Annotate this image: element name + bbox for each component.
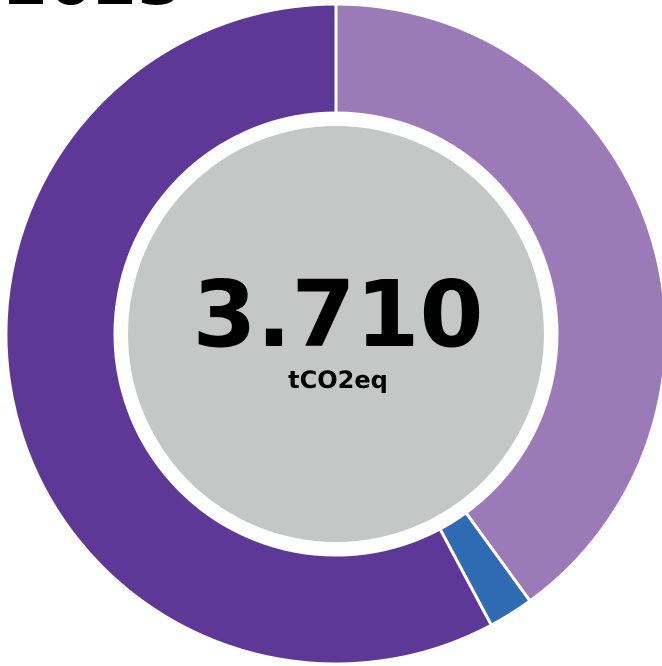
chart-title: 2023 bbox=[4, 0, 182, 20]
center-value: 3.710 bbox=[192, 261, 483, 368]
center-unit: tCO2eq bbox=[288, 366, 388, 394]
donut bbox=[4, 2, 662, 666]
center-disc bbox=[128, 126, 544, 542]
donut-segment bbox=[4, 2, 494, 666]
donut-segment bbox=[334, 2, 662, 604]
